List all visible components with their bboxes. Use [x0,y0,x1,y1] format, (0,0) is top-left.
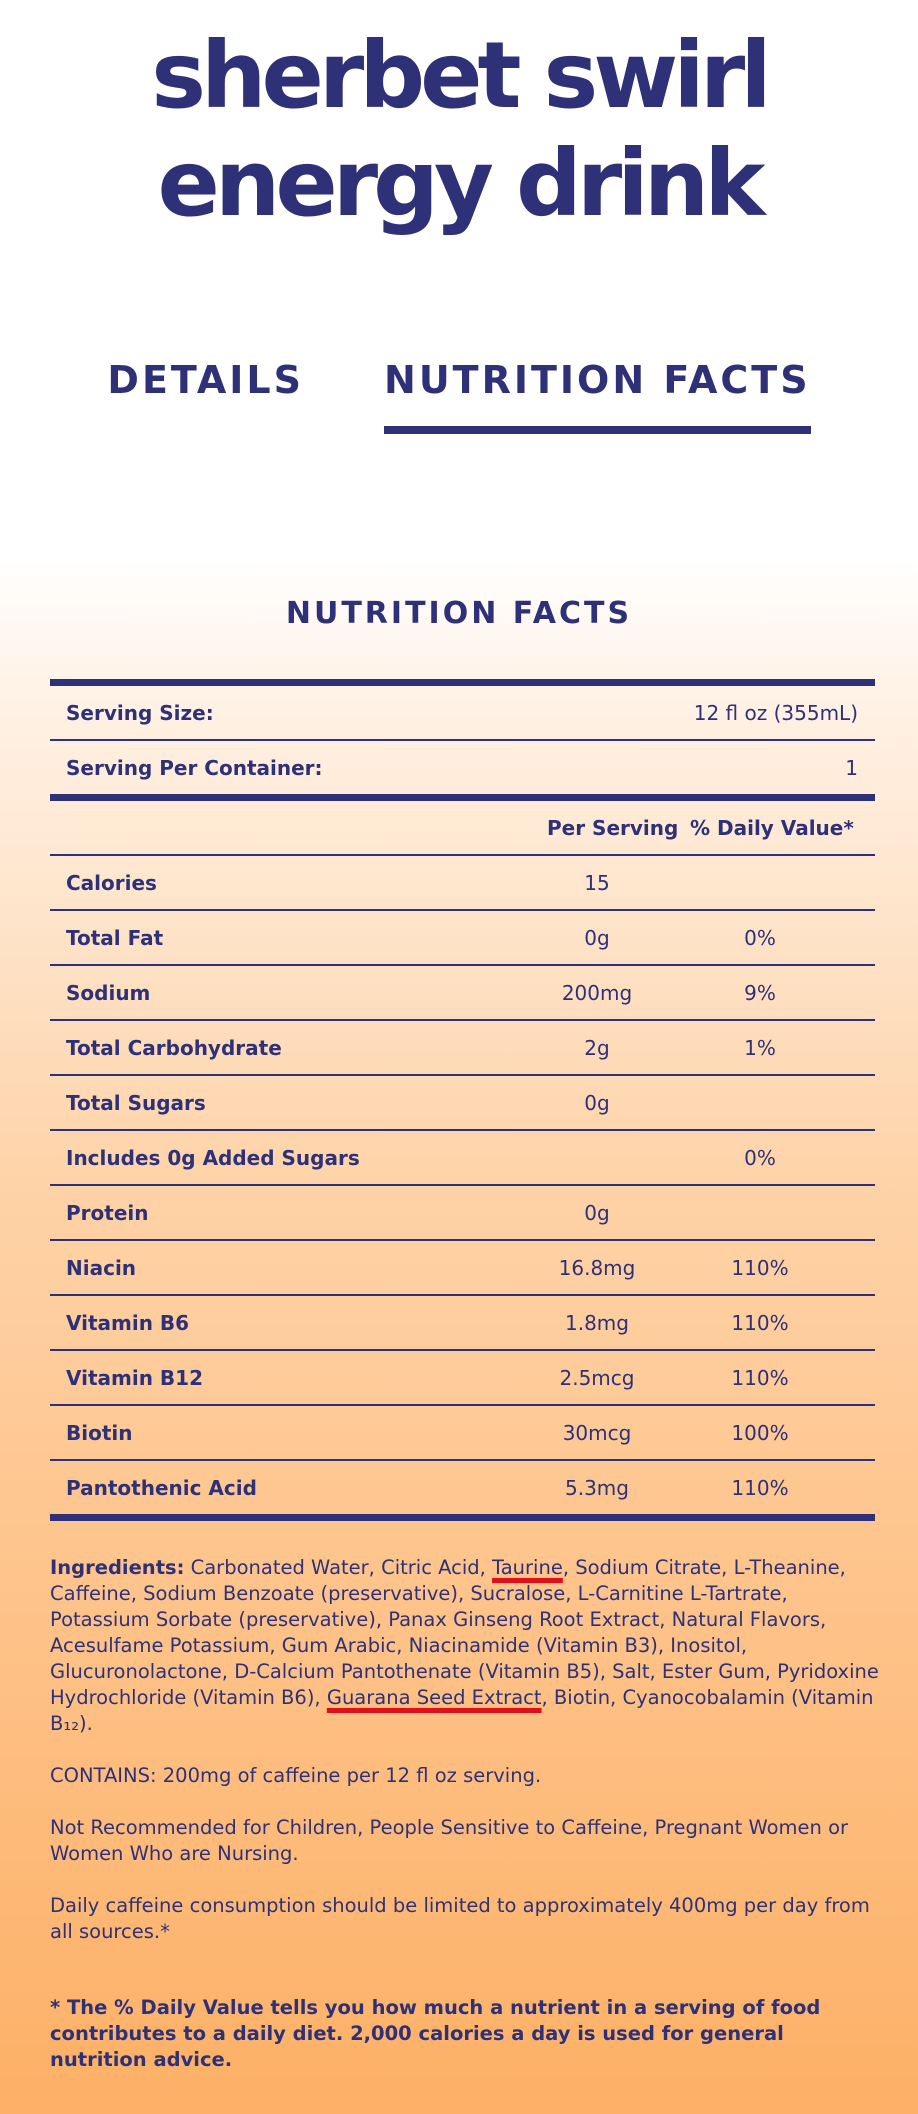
daily-value: 110% [731,1475,789,1500]
nutrient-name: Biotin [66,1420,133,1445]
serving-value: 12 fl oz (355mL) [693,700,858,725]
title-line: sherbet swirl [151,22,771,129]
product-title: sherbet swirl energy drink [0,22,918,238]
tabs: DETAILS NUTRITION FACTS [0,358,918,434]
daily-value: 110% [731,1310,789,1335]
per-serving: 0g [584,925,610,950]
ingredients: Ingredients: Carbonated Water, Citric Ac… [50,1555,880,1737]
nutrient-name: Includes 0g Added Sugars [66,1145,360,1170]
highlighted-ingredient: Taurine [492,1556,563,1579]
nutrient-name: Niacin [66,1255,137,1280]
nutrition-table: Serving Size: 12 fl oz (355mL) Serving Per… [50,679,875,1521]
note: CONTAINS: 200mg of caffeine per 12 fl oz… [50,1764,542,1787]
nutrient-name: Vitamin B6 [66,1310,190,1335]
daily-value: 100% [731,1420,789,1445]
highlighted-ingredient: Guarana Seed Extract [326,1686,542,1709]
per-serving: 16.8mg [558,1255,636,1280]
nutrient-row: Total Carbohydrate 2g 1% [50,1021,875,1076]
nutrient-row: Sodium 200mg 9% [50,966,875,1021]
daily-value: 0% [744,925,776,950]
ingredients-block: Ingredients: Carbonated Water, Citric Ac… [50,1555,880,2073]
ingredient-text: , Biotin, Cyanocobalamin (Vitamin B₁₂). [50,1686,874,1735]
note: Daily caffeine consumption should be lim… [50,1894,870,1943]
nutrient-name: Protein [66,1200,149,1225]
nutrient-row: Total Sugars 0g [50,1076,875,1131]
nutrient-name: Total Carbohydrate [66,1035,282,1060]
nutrient-row: Vitamin B12 2.5mcg 110% [50,1351,875,1406]
column-header: Per Serving [547,815,679,840]
nutrient-name: Vitamin B12 [66,1365,204,1390]
per-serving: 1.8mg [565,1310,629,1335]
per-serving: 0g [584,1090,610,1115]
serving-label: Serving Size: [66,700,214,725]
serving-row: Serving Per Container: 1 [50,741,875,801]
nutrient-row: Calories 15 [50,856,875,911]
note: Not Recommended for Children, People Sen… [50,1816,849,1865]
serving-label: Serving Per Container: [66,755,323,780]
ingredient-text: Carbonated Water, Citric Acid, [184,1556,493,1579]
title-line: energy drink [157,130,766,237]
nutrient-row: Niacin 16.8mg 110% [50,1241,875,1296]
nutrient-row: Total Fat 0g 0% [50,911,875,966]
nutrient-row: Vitamin B6 1.8mg 110% [50,1296,875,1351]
serving-row: Serving Size: 12 fl oz (355mL) [50,686,875,741]
per-serving: 0g [584,1200,610,1225]
per-serving: 5.3mg [565,1475,629,1500]
tab[interactable]: NUTRITION FACTS [384,358,811,434]
per-serving: 2g [584,1035,610,1060]
daily-value: 9% [744,980,776,1005]
ingredient-text: , Sodium Citrate, L-Theanine, Caffeine, … [50,1556,879,1709]
per-serving: 15 [584,870,610,895]
per-serving: 200mg [561,980,633,1005]
ingredients-label: Ingredients: [50,1556,185,1579]
serving-value: 1 [845,755,858,780]
header-row: Per Serving % Daily Value* [50,801,875,856]
footnote: * The % Daily Value tells you how much a… [50,1996,821,2071]
nutrient-name: Sodium [66,980,151,1005]
per-serving: 30mcg [562,1420,632,1445]
nutrient-row: Protein 0g [50,1186,875,1241]
section-heading: NUTRITION FACTS [285,596,633,631]
daily-value: 110% [731,1255,789,1280]
per-serving: 2.5mcg [559,1365,635,1390]
daily-value: 1% [744,1035,776,1060]
nutrient-name: Total Sugars [66,1090,206,1115]
nutrient-row: Includes 0g Added Sugars 0% [50,1131,875,1186]
daily-value: 0% [744,1145,776,1170]
nutrient-name: Pantothenic Acid [66,1475,257,1500]
nutrient-row: Pantothenic Acid 5.3mg 110% [50,1461,875,1514]
column-header: % Daily Value* [690,815,854,840]
nutrient-name: Calories [66,870,157,895]
nutrient-name: Total Fat [66,925,164,950]
nutrient-row: Biotin 30mcg 100% [50,1406,875,1461]
daily-value: 110% [731,1365,789,1390]
tab[interactable]: DETAILS [107,358,305,402]
